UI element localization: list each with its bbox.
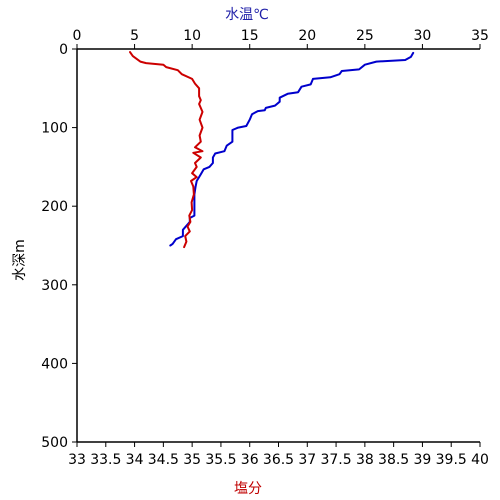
x-top-tick-label: 10 — [183, 28, 201, 44]
x-top-tick-label: 35 — [471, 28, 489, 44]
left-axis-ticks: 0 100 200 300 400 500 — [41, 42, 77, 451]
left-axis-title: 水深m — [12, 239, 28, 281]
x-top-tick-label: 0 — [73, 28, 82, 44]
x-bottom-tick-label: 34 — [126, 452, 144, 468]
x-bottom-tick-label: 37.5 — [320, 452, 351, 468]
x-bottom-tick-label: 38.5 — [378, 452, 409, 468]
x-top-tick-label: 25 — [356, 28, 374, 44]
x-bottom-tick-label: 36 — [241, 452, 259, 468]
x-bottom-tick-label: 35 — [183, 452, 201, 468]
x-bottom-tick-label: 36.5 — [263, 452, 294, 468]
y-tick-label: 400 — [41, 356, 68, 372]
x-bottom-tick-label: 33.5 — [90, 452, 121, 468]
bottom-axis-ticks: 33 33.5 34 34.5 35 35.5 36 36.5 37 37.5 38 38.5 39 39… — [68, 442, 489, 468]
series-layer — [129, 51, 415, 249]
x-top-tick-label: 30 — [414, 28, 432, 44]
y-tick-label: 0 — [59, 42, 68, 58]
x-top-tick-label: 15 — [241, 28, 259, 44]
bottom-axis-title: 塩分 — [234, 481, 262, 497]
x-bottom-tick-label: 39.5 — [436, 452, 467, 468]
x-bottom-tick-label: 33 — [68, 452, 86, 468]
y-tick-label: 500 — [41, 435, 68, 451]
x-bottom-tick-label: 37 — [298, 452, 316, 468]
x-top-tick-label: 20 — [298, 28, 316, 44]
y-tick-label: 100 — [41, 121, 68, 137]
top-axis-title: 水温℃ — [225, 7, 269, 23]
x-bottom-tick-label: 40 — [471, 452, 489, 468]
salinity-series-line — [129, 51, 204, 249]
x-bottom-tick-label: 35.5 — [205, 452, 236, 468]
y-tick-label: 200 — [41, 199, 68, 215]
x-bottom-tick-label: 34.5 — [148, 452, 179, 468]
x-top-tick-label: 5 — [130, 28, 139, 44]
top-axis-ticks: 0 5 10 15 20 25 30 35 — [73, 28, 489, 49]
temperature-series-line — [169, 51, 415, 247]
y-tick-label: 300 — [41, 278, 68, 294]
x-bottom-tick-label: 38 — [356, 452, 374, 468]
x-bottom-tick-label: 39 — [414, 452, 432, 468]
